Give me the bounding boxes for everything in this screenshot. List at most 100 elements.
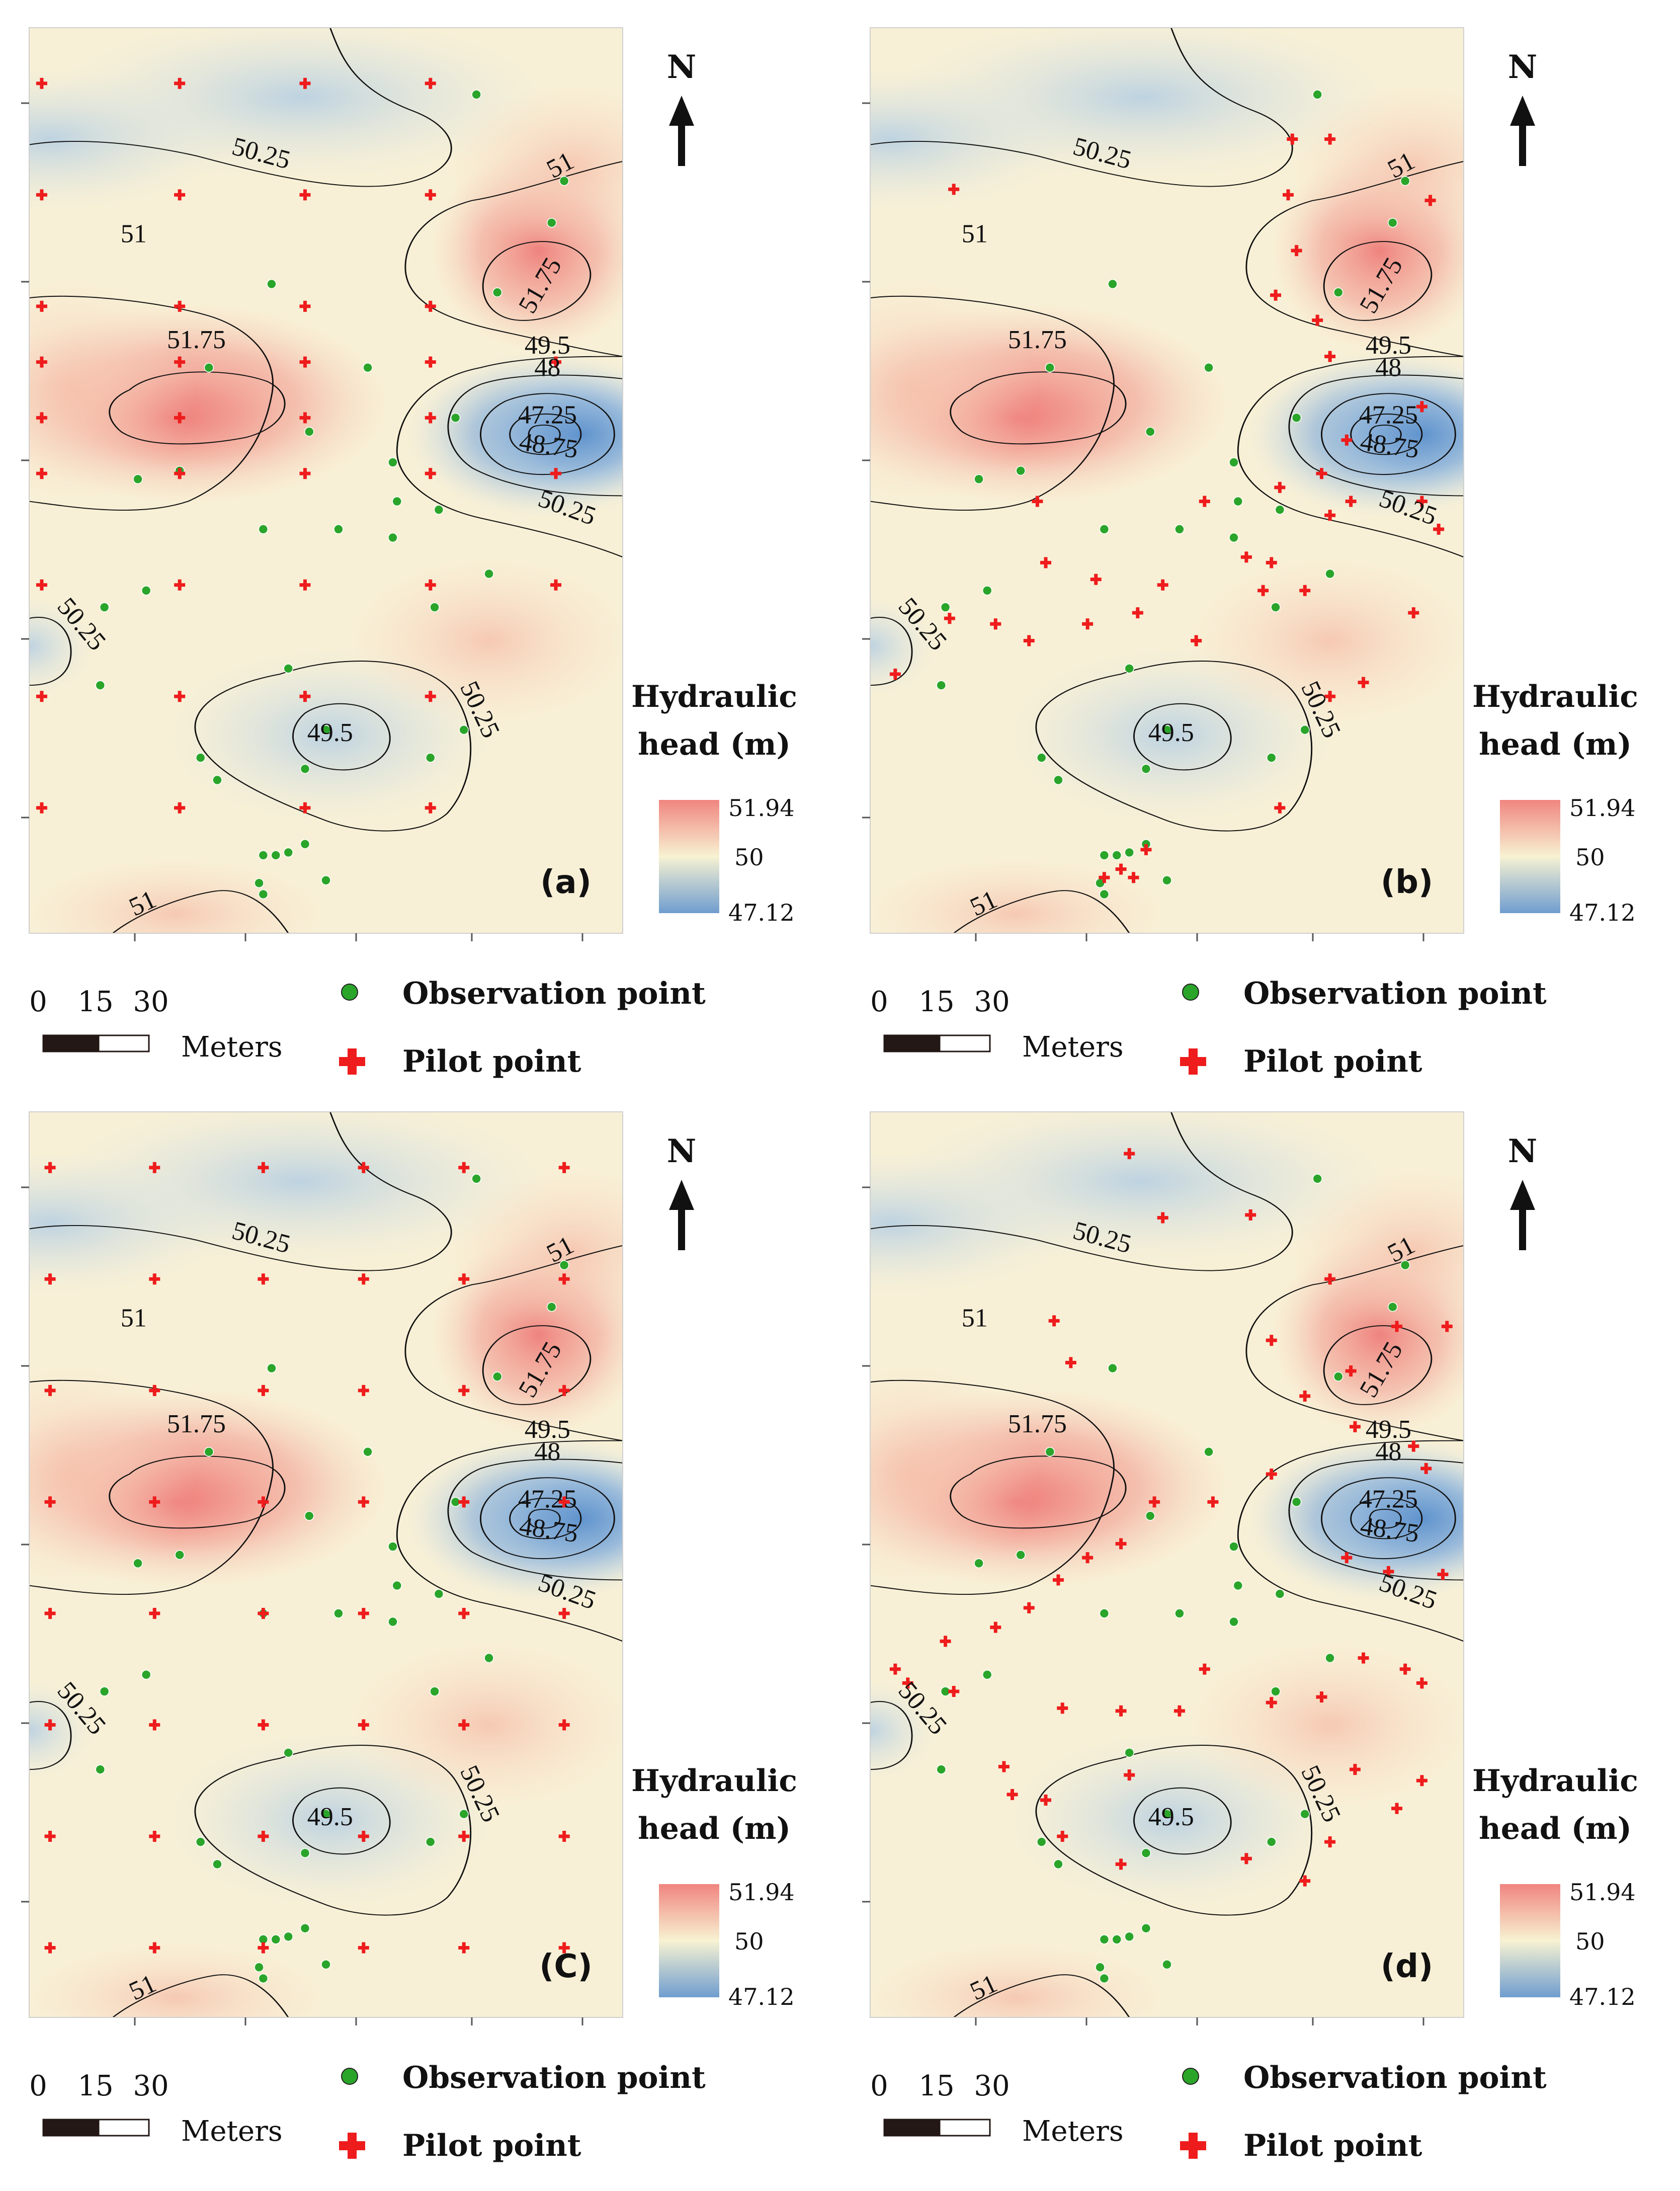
pilot-point <box>1266 1469 1277 1480</box>
contour-line <box>447 1458 623 1581</box>
north-arrow-icon <box>1510 1180 1535 1250</box>
pilot-point <box>1416 1775 1427 1787</box>
observation-point <box>195 753 206 763</box>
observation-point <box>1400 1260 1410 1270</box>
pilot-point <box>258 1607 269 1619</box>
pilot-point <box>36 412 47 424</box>
pilot-point <box>258 1719 269 1731</box>
pilot-point <box>889 1663 901 1675</box>
pilot-point <box>174 802 186 814</box>
contour-label: 49.5 <box>307 1803 353 1831</box>
pilot-point <box>258 1385 269 1396</box>
color-field <box>29 858 326 933</box>
observation-point <box>212 775 222 785</box>
legend-max: 51.94 <box>728 1879 795 1906</box>
scale-label-0: 0 <box>29 986 47 1018</box>
legend-min: 47.12 <box>728 1983 795 2010</box>
observation-point <box>430 602 440 612</box>
pilot-point <box>940 1636 951 1647</box>
scale-bar: 0 15 30 Meters <box>870 986 1123 1064</box>
color-field <box>447 1167 623 1335</box>
legend-mid: 50 <box>1575 1928 1605 1955</box>
pilot-point <box>1199 1663 1210 1675</box>
pilot-legend-label: Pilot point <box>1243 2128 1422 2163</box>
pilot-point <box>1115 1858 1127 1870</box>
observation-point <box>1291 413 1302 423</box>
pilot-point <box>1057 1702 1068 1714</box>
observation-point <box>204 362 214 373</box>
pilot-point <box>1270 289 1282 301</box>
pilot-point <box>425 579 436 591</box>
contour-line <box>194 661 472 832</box>
pilot-point <box>1266 1697 1277 1709</box>
observation-point <box>1174 1608 1185 1618</box>
observation-point <box>1229 1541 1239 1552</box>
pilot-point <box>174 691 186 702</box>
observation-point <box>471 90 481 100</box>
contour-line <box>1237 356 1464 558</box>
observation-point <box>1204 362 1214 373</box>
observation-point <box>321 875 331 885</box>
pilot-point <box>1416 401 1427 413</box>
color-field <box>447 83 623 251</box>
pilot-point <box>558 1607 570 1619</box>
observation-point <box>258 1973 269 1984</box>
pilot-point <box>1282 189 1294 201</box>
pilot-point <box>1115 863 1127 875</box>
pilot-point <box>1416 1677 1427 1689</box>
north-label: N <box>1508 48 1538 86</box>
pilot-point <box>358 1607 369 1619</box>
north-arrow: N <box>667 48 696 166</box>
pilot-point <box>998 1761 1010 1772</box>
pilot-point <box>1299 1875 1311 1887</box>
pilot-point <box>1441 1321 1453 1332</box>
pilot-point <box>1032 496 1043 507</box>
scale-unit: Meters <box>1022 1031 1124 1064</box>
pilot-point <box>1349 1421 1361 1432</box>
scale-label-30: 30 <box>133 986 169 1018</box>
pilot-point <box>948 1686 960 1697</box>
observation-point <box>1204 1446 1214 1457</box>
contour-label: 49.5 <box>1148 1803 1194 1831</box>
pilot-point <box>1324 1273 1336 1285</box>
contour-line <box>480 1477 615 1559</box>
map-frame <box>870 1111 1464 2018</box>
symbol-key: Observation point Pilot point <box>1180 976 1547 1079</box>
observation-legend-label: Observation point <box>1243 976 1547 1011</box>
contour-line <box>870 1379 1115 1595</box>
observation-point <box>492 1371 502 1382</box>
observation-point <box>141 586 151 596</box>
observation-point <box>1271 1686 1281 1696</box>
pilot-legend-icon <box>1180 2133 1206 2159</box>
pilot-point <box>358 1719 369 1731</box>
color-field <box>870 1942 1167 2017</box>
contour-label: 48 <box>1375 353 1401 382</box>
scale-bar: 0 15 30 Meters <box>870 2070 1123 2148</box>
contour-line <box>29 28 452 187</box>
pilot-point <box>458 1273 470 1285</box>
pilot-point <box>299 189 311 201</box>
observation-point <box>1112 1934 1122 1944</box>
observation-point <box>1333 287 1343 297</box>
legend-max: 51.94 <box>1569 794 1636 822</box>
observation-point <box>1124 664 1134 674</box>
north-label: N <box>667 1132 697 1170</box>
pilot-point <box>425 189 436 201</box>
contour-label: 51.75 <box>1008 326 1067 354</box>
contour-line <box>292 703 391 771</box>
pilot-point <box>550 579 562 591</box>
pilot-point <box>149 1607 160 1619</box>
north-arrow: N <box>1508 1132 1537 1250</box>
pilot-point <box>1420 1463 1432 1474</box>
symbol-key: Observation point Pilot point <box>339 2060 706 2163</box>
pilot-point <box>1312 314 1323 326</box>
observation-point <box>559 176 569 186</box>
observation-point <box>388 1616 398 1627</box>
observation-point <box>1275 1589 1285 1599</box>
observation-point <box>459 724 469 735</box>
observation-point <box>1053 775 1063 785</box>
color-field <box>870 66 1079 212</box>
